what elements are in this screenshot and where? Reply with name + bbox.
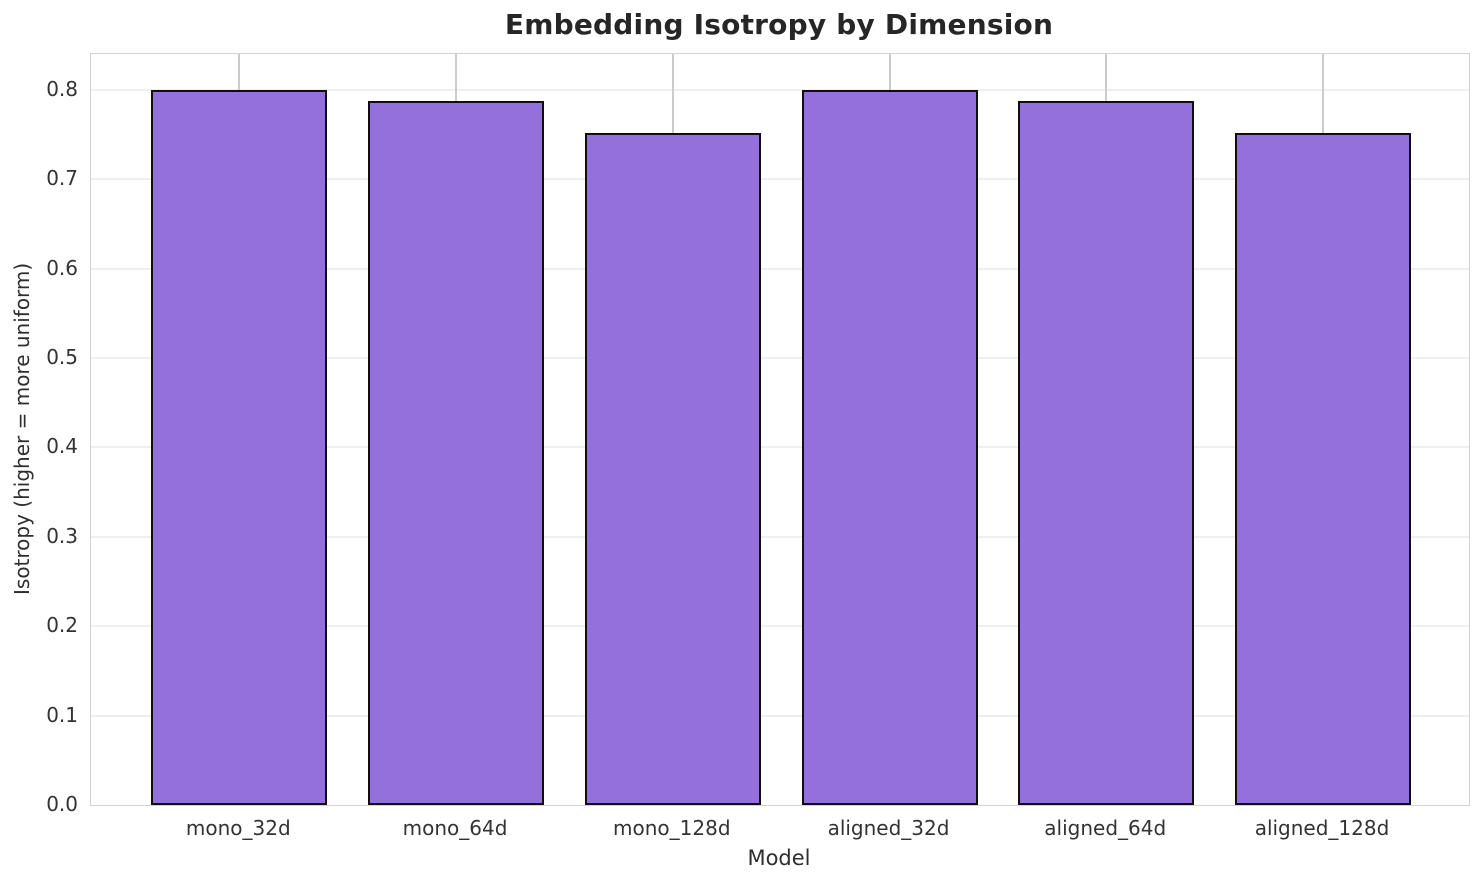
bar-aligned_32d <box>801 89 978 805</box>
y-tick-label: 0.0 <box>46 792 78 816</box>
x-tick-label-aligned_128d: aligned_128d <box>1254 816 1390 840</box>
y-tick-label: 0.8 <box>46 76 78 101</box>
y-tick-label: 0.3 <box>46 523 78 548</box>
y-tick-label: 0.7 <box>46 166 78 191</box>
plot-area <box>90 53 1470 806</box>
bar-mono_128d <box>584 132 761 805</box>
y-tick-label: 0.1 <box>46 702 78 727</box>
y-tick-label: 0.5 <box>46 344 78 369</box>
x-tick-label-mono_64d: mono_64d <box>402 816 508 840</box>
x-tick-label-aligned_32d: aligned_32d <box>827 816 950 840</box>
x-axis-label: Model <box>747 846 811 870</box>
bar-aligned_64d <box>1018 100 1195 805</box>
y-tick-label: 0.6 <box>46 255 78 280</box>
bar-aligned_128d <box>1235 132 1411 805</box>
bar-mono_64d <box>368 100 545 805</box>
x-tick-label-aligned_64d: aligned_64d <box>1044 816 1167 840</box>
y-tick-label: 0.4 <box>46 434 78 459</box>
x-tick-label-mono_32d: mono_32d <box>185 816 291 840</box>
x-tick-label-mono_128d: mono_128d <box>613 816 731 840</box>
y-tick-label: 0.2 <box>46 613 78 638</box>
chart-title: Embedding Isotropy by Dimension <box>504 8 1054 41</box>
bar-mono_32d <box>151 89 328 805</box>
